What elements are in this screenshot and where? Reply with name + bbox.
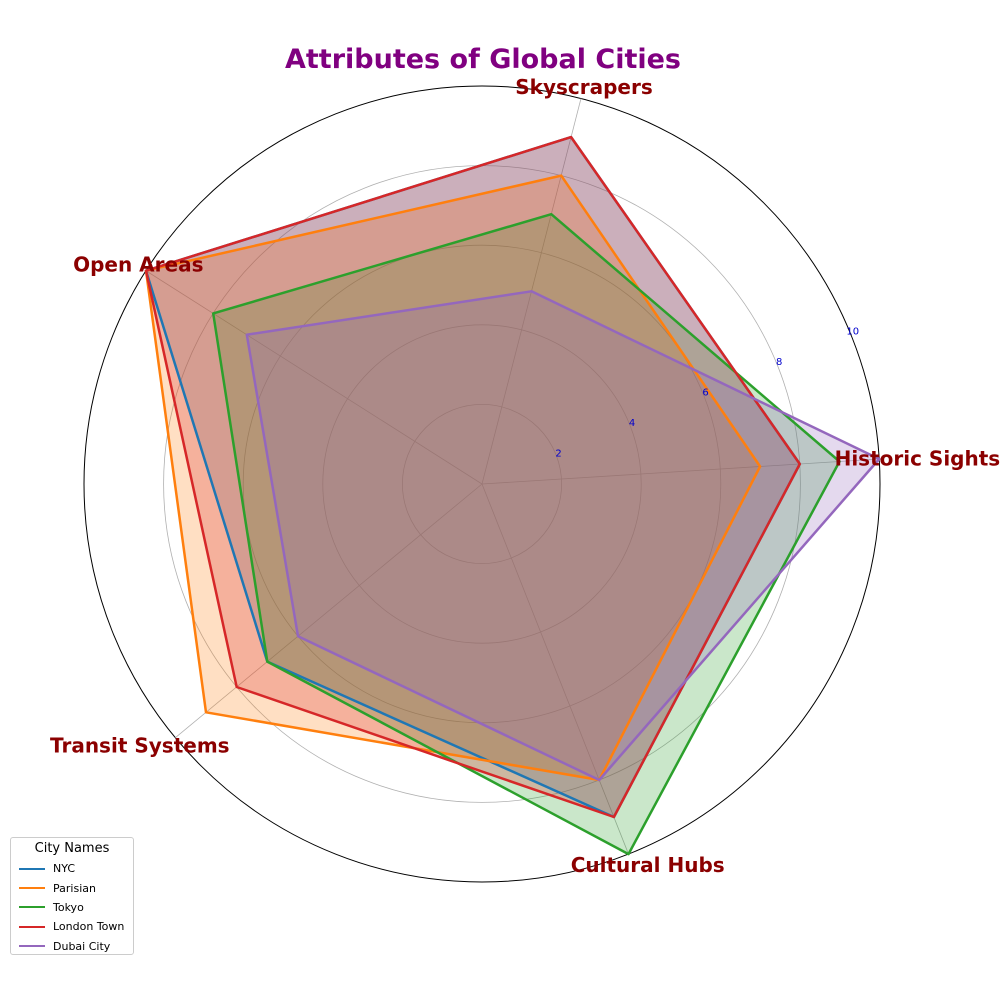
legend-label: Tokyo	[53, 900, 84, 914]
category-label-2: Open Areas	[73, 252, 203, 276]
legend-label: NYC	[53, 862, 76, 876]
legend-swatch	[19, 867, 45, 870]
series-layer	[144, 135, 881, 856]
series-line-1	[144, 174, 762, 782]
legend-item-1: Parisian	[19, 878, 125, 897]
category-label-1: Skyscrapers	[515, 75, 653, 99]
grid	[83, 85, 881, 883]
r-tick-label-1: 4	[629, 418, 635, 429]
spoke-0	[481, 458, 880, 485]
legend-swatch	[19, 887, 45, 890]
series-line-4	[245, 290, 881, 782]
legend-item-0: NYC	[19, 859, 125, 878]
r-tick-label-2: 6	[702, 388, 708, 399]
series-area-0	[146, 137, 800, 818]
category-labels: Historic Sights Skyscrapers Open Areas Tran…	[50, 75, 1000, 877]
series-line-2	[211, 212, 841, 856]
r-tick-label-0: 2	[555, 449, 561, 460]
series-line-3	[144, 135, 802, 819]
legend: City Names NYC Parisian Tokyo London Town Du…	[10, 837, 134, 955]
legend-swatch	[19, 925, 45, 928]
spoke-4	[481, 483, 629, 855]
spoke-3	[175, 483, 483, 739]
series-area-2	[213, 214, 840, 855]
spoke-2	[145, 270, 483, 485]
legend-items: NYC Parisian Tokyo London Town Dubai City	[19, 859, 125, 956]
legend-swatch	[19, 906, 45, 909]
legend-item-3: London Town	[19, 917, 125, 936]
radial-tick-labels: 2 4 6 8 10	[555, 327, 859, 460]
series-area-3	[146, 137, 800, 818]
grid-ring-1	[322, 324, 642, 644]
r-tick-label-3: 8	[776, 357, 782, 368]
legend-item-2: Tokyo	[19, 898, 125, 917]
outer-ring	[83, 85, 881, 883]
r-tick-label-4: 10	[846, 327, 859, 338]
legend-title: City Names	[34, 841, 110, 856]
legend-label: London Town	[53, 920, 125, 934]
series-area-4	[246, 291, 880, 780]
legend-label: Parisian	[53, 881, 96, 895]
legend-swatch	[19, 945, 45, 948]
grid-ring-0	[401, 403, 562, 564]
chart-title: Attributes of Global Cities	[285, 44, 681, 75]
category-label-0: Historic Sights	[835, 446, 1000, 470]
category-label-3: Transit Systems	[50, 733, 230, 757]
legend-item-4: Dubai City	[19, 937, 125, 956]
category-label-4: Cultural Hubs	[571, 853, 725, 877]
legend-label: Dubai City	[53, 939, 111, 953]
